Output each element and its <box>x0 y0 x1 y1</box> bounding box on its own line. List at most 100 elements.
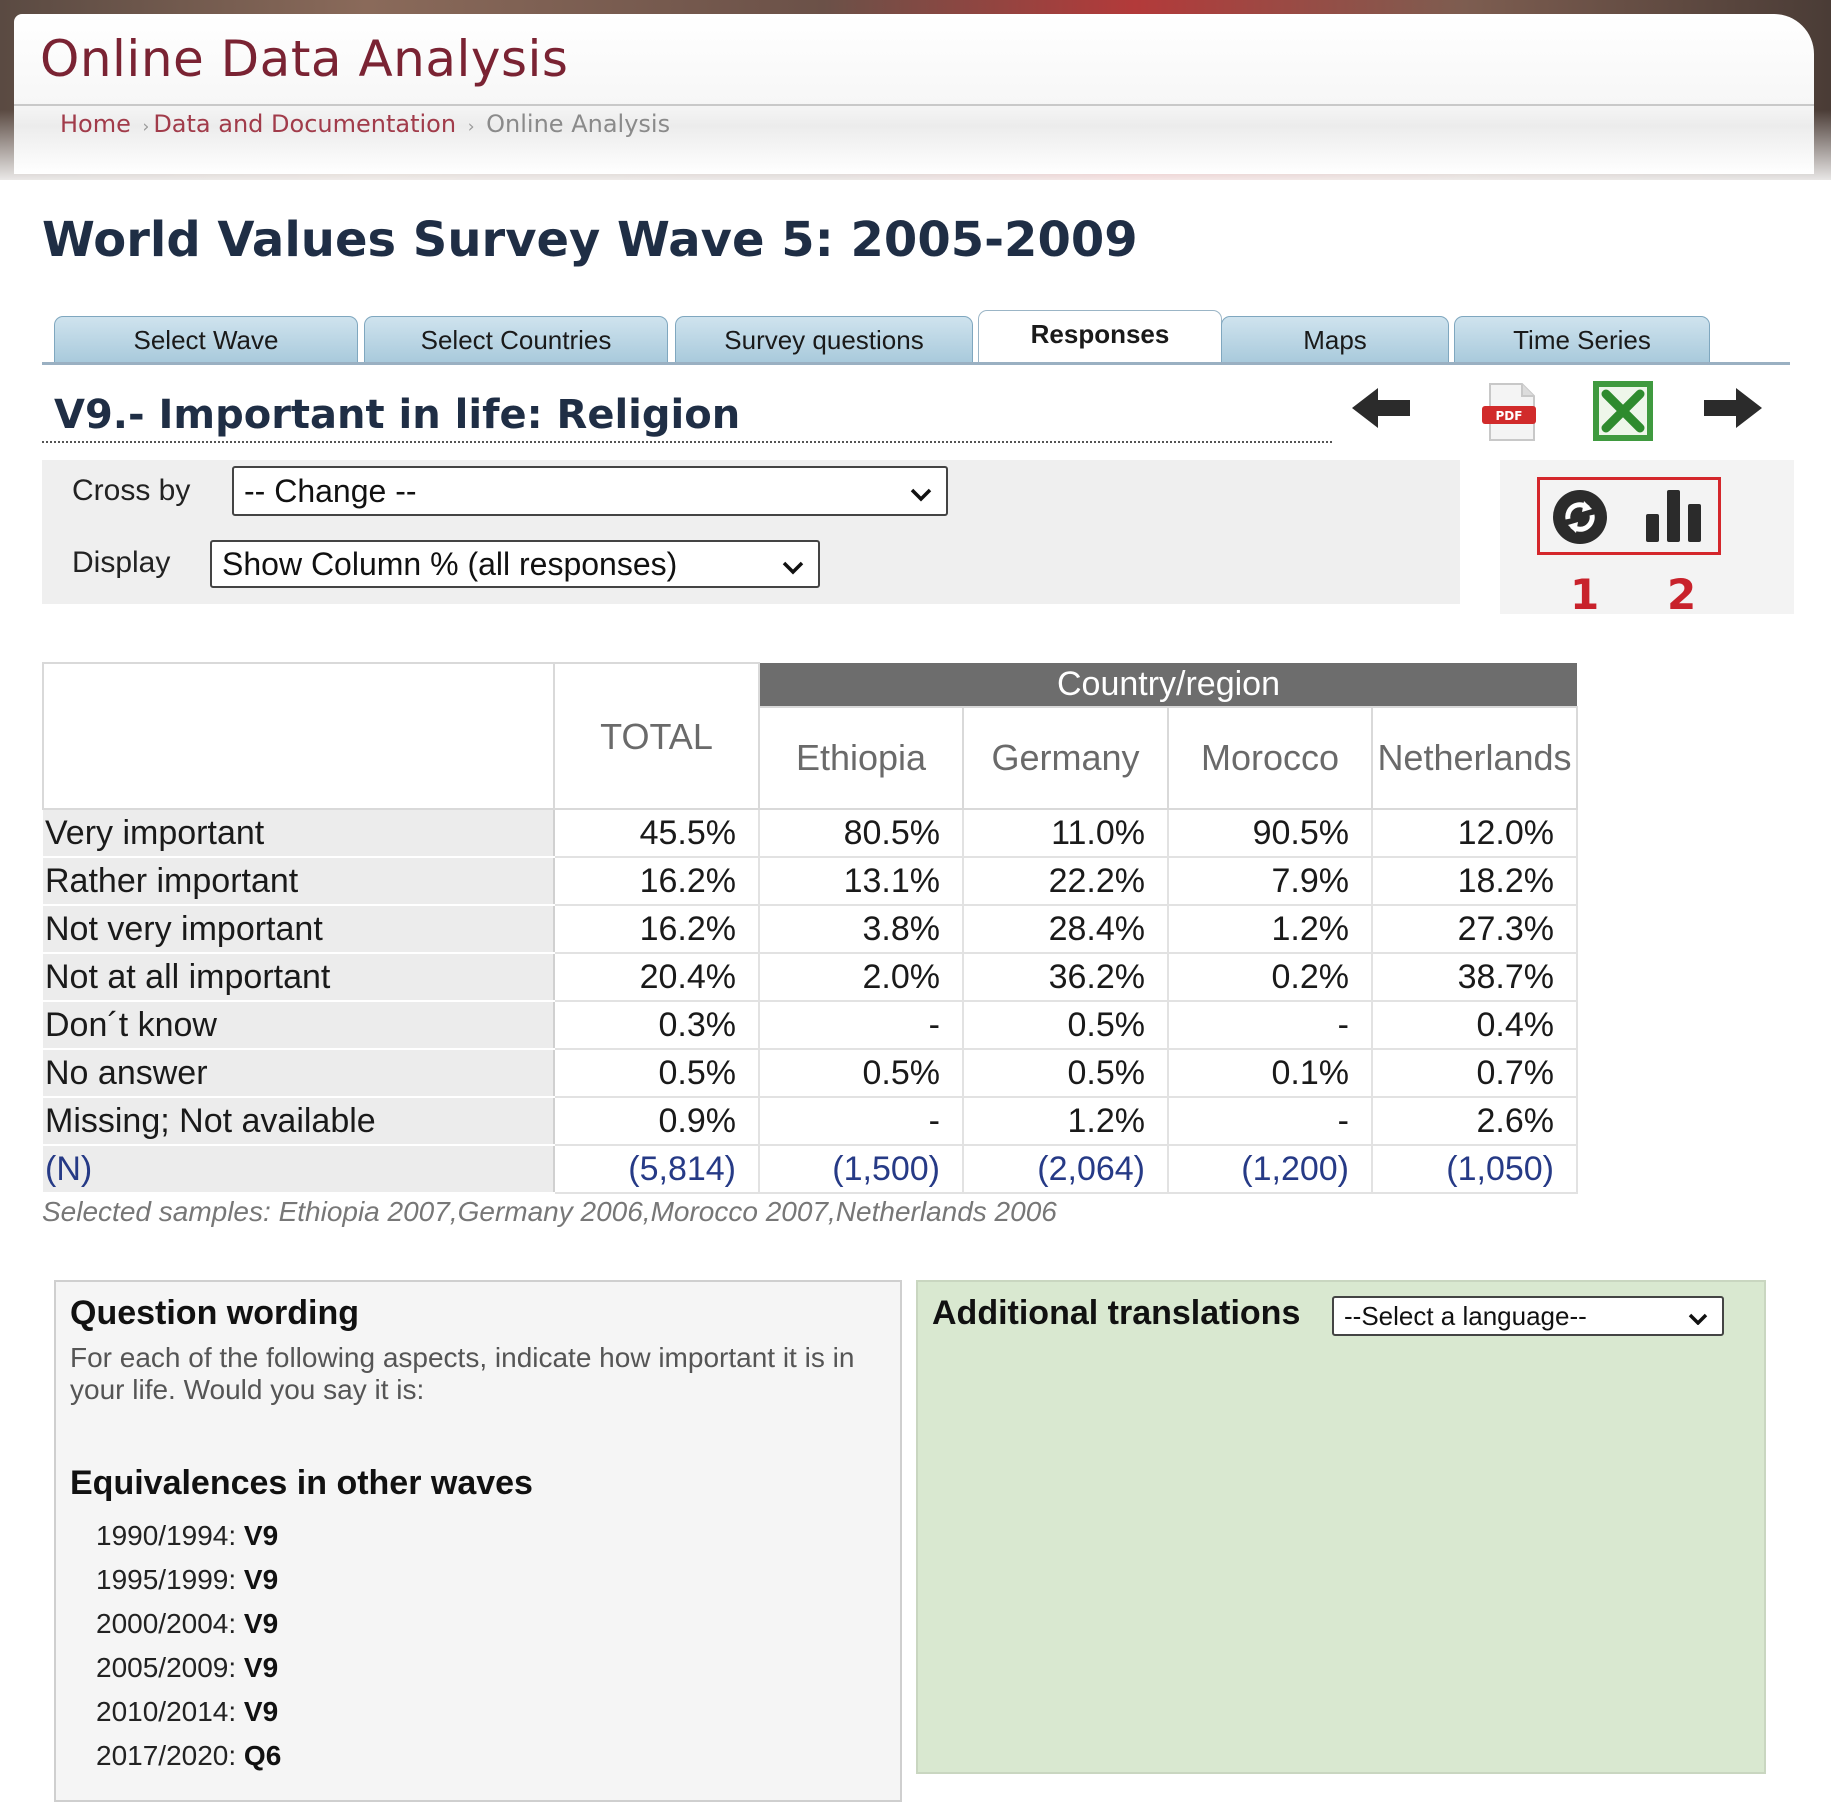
equivalence-period: 2017/2020: <box>96 1740 237 1771</box>
row-label: Not very important <box>43 905 555 954</box>
cross-by-select-value: -- Change -- <box>244 473 417 509</box>
list-item: 2010/2014: V9 <box>96 1696 281 1740</box>
responses-table: TOTAL Country/region Ethiopia Germany Mo… <box>42 662 1578 1194</box>
table-cell: 16.2% <box>554 905 760 954</box>
table-cell: - <box>1168 1097 1373 1146</box>
row-label: Rather important <box>43 857 555 906</box>
table-cell: 45.5% <box>554 809 760 858</box>
tab-time-series[interactable]: Time Series <box>1454 316 1710 362</box>
table-cell: (1,050) <box>1372 1145 1578 1194</box>
equivalence-code: V9 <box>243 1652 279 1683</box>
tab-responses[interactable]: Responses <box>978 310 1222 364</box>
header-card <box>14 14 1814 174</box>
equivalences-heading: Equivalences in other waves <box>70 1464 533 1502</box>
table-cell: 1.2% <box>1168 905 1373 954</box>
breadcrumb-separator: › <box>142 117 150 137</box>
table-row: Rather important 16.2% 13.1% 22.2% 7.9% … <box>43 857 1578 906</box>
bar-chart-icon[interactable] <box>1644 486 1704 549</box>
equivalence-period: 1990/1994: <box>96 1520 237 1551</box>
table-row-sample-size: (N) (5,814) (1,500) (2,064) (1,200) (1,0… <box>43 1145 1578 1194</box>
table-cell: 0.3% <box>554 1001 760 1050</box>
table-cell: 27.3% <box>1372 905 1578 954</box>
column-header-germany: Germany <box>962 706 1169 810</box>
table-cell: 28.4% <box>963 905 1169 954</box>
chevron-down-icon <box>782 542 804 586</box>
table-cell: (2,064) <box>963 1145 1169 1194</box>
excel-icon[interactable] <box>1592 380 1654 447</box>
equivalence-period: 1995/1999: <box>96 1564 237 1595</box>
display-select[interactable]: Show Column % (all responses) <box>210 540 820 588</box>
table-corner-cell <box>42 662 555 810</box>
question-wording-text: For each of the following aspects, indic… <box>70 1342 855 1405</box>
refresh-icon[interactable] <box>1550 487 1610 552</box>
tab-bar: Select Wave Select Countries Survey ques… <box>54 310 1794 364</box>
row-label: Don´t know <box>43 1001 555 1050</box>
table-cell: 38.7% <box>1372 953 1578 1002</box>
breadcrumb-home-link[interactable]: Home <box>60 110 131 138</box>
equivalence-code: Q6 <box>243 1740 282 1771</box>
table-row: Missing; Not available 0.9% - 1.2% - 2.6… <box>43 1097 1578 1146</box>
table-cell: 22.2% <box>963 857 1169 906</box>
list-item: 2017/2020: Q6 <box>96 1740 281 1784</box>
page-title: World Values Survey Wave 5: 2005-2009 <box>42 212 1138 268</box>
list-item: 1995/1999: V9 <box>96 1564 281 1608</box>
list-item: 2005/2009: V9 <box>96 1652 281 1696</box>
tab-maps[interactable]: Maps <box>1221 316 1449 362</box>
equivalence-code: V9 <box>243 1608 279 1639</box>
row-label: (N) <box>43 1145 555 1194</box>
table-cell: 3.8% <box>759 905 964 954</box>
table-cell: 20.4% <box>554 953 760 1002</box>
table-row: Not at all important 20.4% 2.0% 36.2% 0.… <box>43 953 1578 1002</box>
cross-by-select[interactable]: -- Change -- <box>232 466 948 516</box>
table-cell: 1.2% <box>963 1097 1169 1146</box>
site-title: Online Data Analysis <box>40 30 569 88</box>
column-header-morocco: Morocco <box>1167 706 1373 810</box>
table-cell: - <box>759 1001 964 1050</box>
table-cell: 0.2% <box>1168 953 1373 1002</box>
table-cell: 12.0% <box>1372 809 1578 858</box>
question-title: V9.- Important in life: Religion <box>54 392 741 438</box>
table-cell: 2.0% <box>759 953 964 1002</box>
table-cell: 2.6% <box>1372 1097 1578 1146</box>
equivalence-period: 2000/2004: <box>96 1608 237 1639</box>
list-item: 2000/2004: V9 <box>96 1608 281 1652</box>
tabs-divider <box>42 362 1790 365</box>
table-cell: 36.2% <box>963 953 1169 1002</box>
table-cell: (1,200) <box>1168 1145 1373 1194</box>
row-label: No answer <box>43 1049 555 1098</box>
tab-survey-questions[interactable]: Survey questions <box>675 316 973 362</box>
table-cell: 80.5% <box>759 809 964 858</box>
table-cell: 0.5% <box>759 1049 964 1098</box>
table-cell: 0.5% <box>554 1049 760 1098</box>
breadcrumb: Home › Data and Documentation › Online An… <box>60 110 670 138</box>
question-wording-heading: Question wording <box>70 1294 359 1332</box>
arrow-right-icon[interactable] <box>1700 384 1764 437</box>
pdf-icon[interactable]: PDF <box>1480 382 1540 449</box>
display-select-value: Show Column % (all responses) <box>222 546 678 582</box>
table-row: Very important 45.5% 80.5% 11.0% 90.5% 1… <box>43 809 1578 858</box>
breadcrumb-separator: › <box>467 117 475 137</box>
table-cell: 0.7% <box>1372 1049 1578 1098</box>
table-cell: 0.5% <box>963 1001 1169 1050</box>
column-header-ethiopia: Ethiopia <box>758 706 964 810</box>
table-cell: 13.1% <box>759 857 964 906</box>
table-cell: (1,500) <box>759 1145 964 1194</box>
table-cell: 0.5% <box>963 1049 1169 1098</box>
row-label: Missing; Not available <box>43 1097 555 1146</box>
table-cell: 0.1% <box>1168 1049 1373 1098</box>
callout-number-2: 2 <box>1667 570 1697 619</box>
table-controls: Cross by -- Change -- Display Show Colum… <box>42 460 1460 604</box>
tab-select-countries[interactable]: Select Countries <box>364 316 668 362</box>
question-wording-panel: Question wording For each of the followi… <box>54 1280 902 1802</box>
breadcrumb-data-documentation-link[interactable]: Data and Documentation <box>153 110 457 138</box>
additional-translations-heading: Additional translations <box>932 1294 1301 1332</box>
display-label: Display <box>72 546 171 579</box>
tab-select-wave[interactable]: Select Wave <box>54 316 358 362</box>
table-cell: 18.2% <box>1372 857 1578 906</box>
equivalence-period: 2010/2014: <box>96 1696 237 1727</box>
arrow-left-icon[interactable] <box>1350 384 1414 437</box>
cross-by-label: Cross by <box>72 474 191 507</box>
column-group-header: Country/region <box>759 663 1577 707</box>
language-select[interactable]: --Select a language-- <box>1332 1296 1724 1336</box>
column-header-total: TOTAL <box>553 662 760 810</box>
